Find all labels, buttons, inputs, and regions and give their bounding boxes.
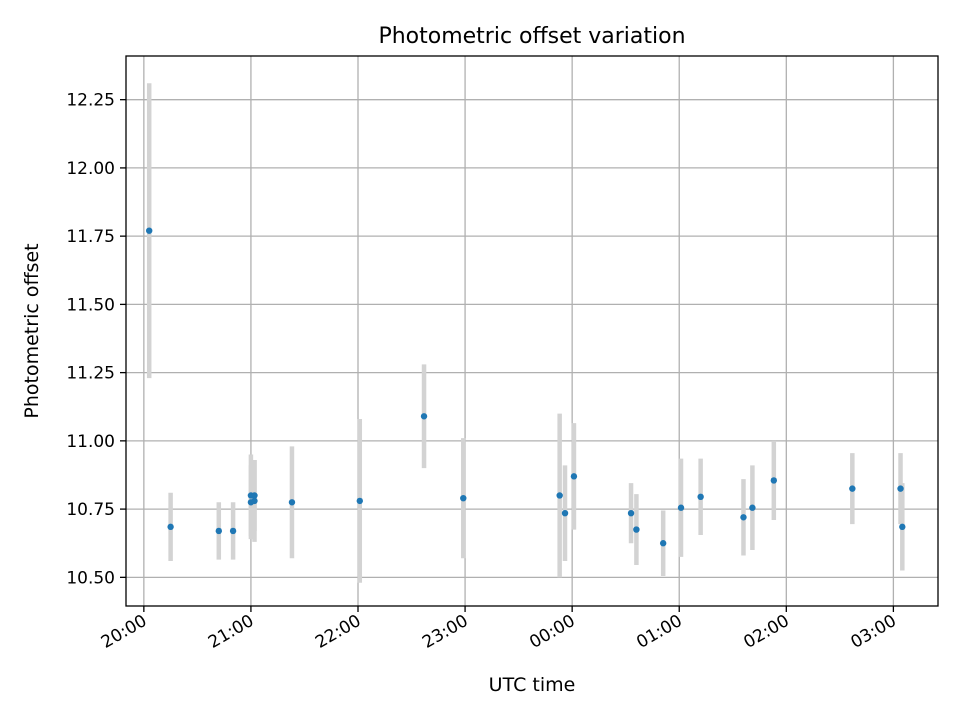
data-point (570, 473, 578, 480)
y-tick-label: 10.50 (66, 568, 115, 588)
data-point (229, 527, 237, 535)
data-point (633, 526, 640, 533)
x-axis-label: UTC time (489, 674, 576, 696)
data-point (740, 514, 747, 521)
data-point (897, 485, 904, 492)
data-point (356, 497, 363, 505)
data-point (420, 413, 428, 420)
data-point (899, 523, 906, 531)
data-point (556, 492, 563, 499)
data-point (627, 509, 635, 517)
data-point (251, 492, 258, 499)
data-point (288, 499, 296, 506)
y-tick-label: 10.75 (66, 500, 115, 520)
data-point (251, 497, 258, 505)
data-point (749, 504, 756, 511)
plot-area (126, 56, 938, 606)
y-tick-label: 12.25 (66, 91, 115, 111)
data-point (770, 477, 778, 484)
data-point (677, 504, 685, 511)
y-axis-ticks: 10.50 10.75 11.00 11.25 11.50 11.75 12.00 12.25 (66, 91, 126, 588)
data-point (659, 540, 667, 547)
chart-title: Photometric offset variation (378, 24, 685, 49)
data-point (697, 493, 704, 501)
y-tick-label: 11.75 (66, 227, 115, 247)
y-tick-label: 12.00 (66, 159, 115, 179)
data-point (460, 494, 467, 502)
y-axis-label: Photometric offset (21, 243, 43, 418)
y-tick-label: 11.50 (66, 295, 115, 315)
data-point (146, 227, 153, 234)
data-point (215, 527, 222, 535)
data-point (167, 523, 174, 531)
y-tick-label: 11.25 (66, 364, 115, 384)
y-tick-label: 11.00 (66, 432, 115, 452)
data-point (561, 509, 569, 517)
data-point (849, 485, 856, 492)
data-points (146, 227, 906, 547)
axes-frame (125, 55, 939, 607)
